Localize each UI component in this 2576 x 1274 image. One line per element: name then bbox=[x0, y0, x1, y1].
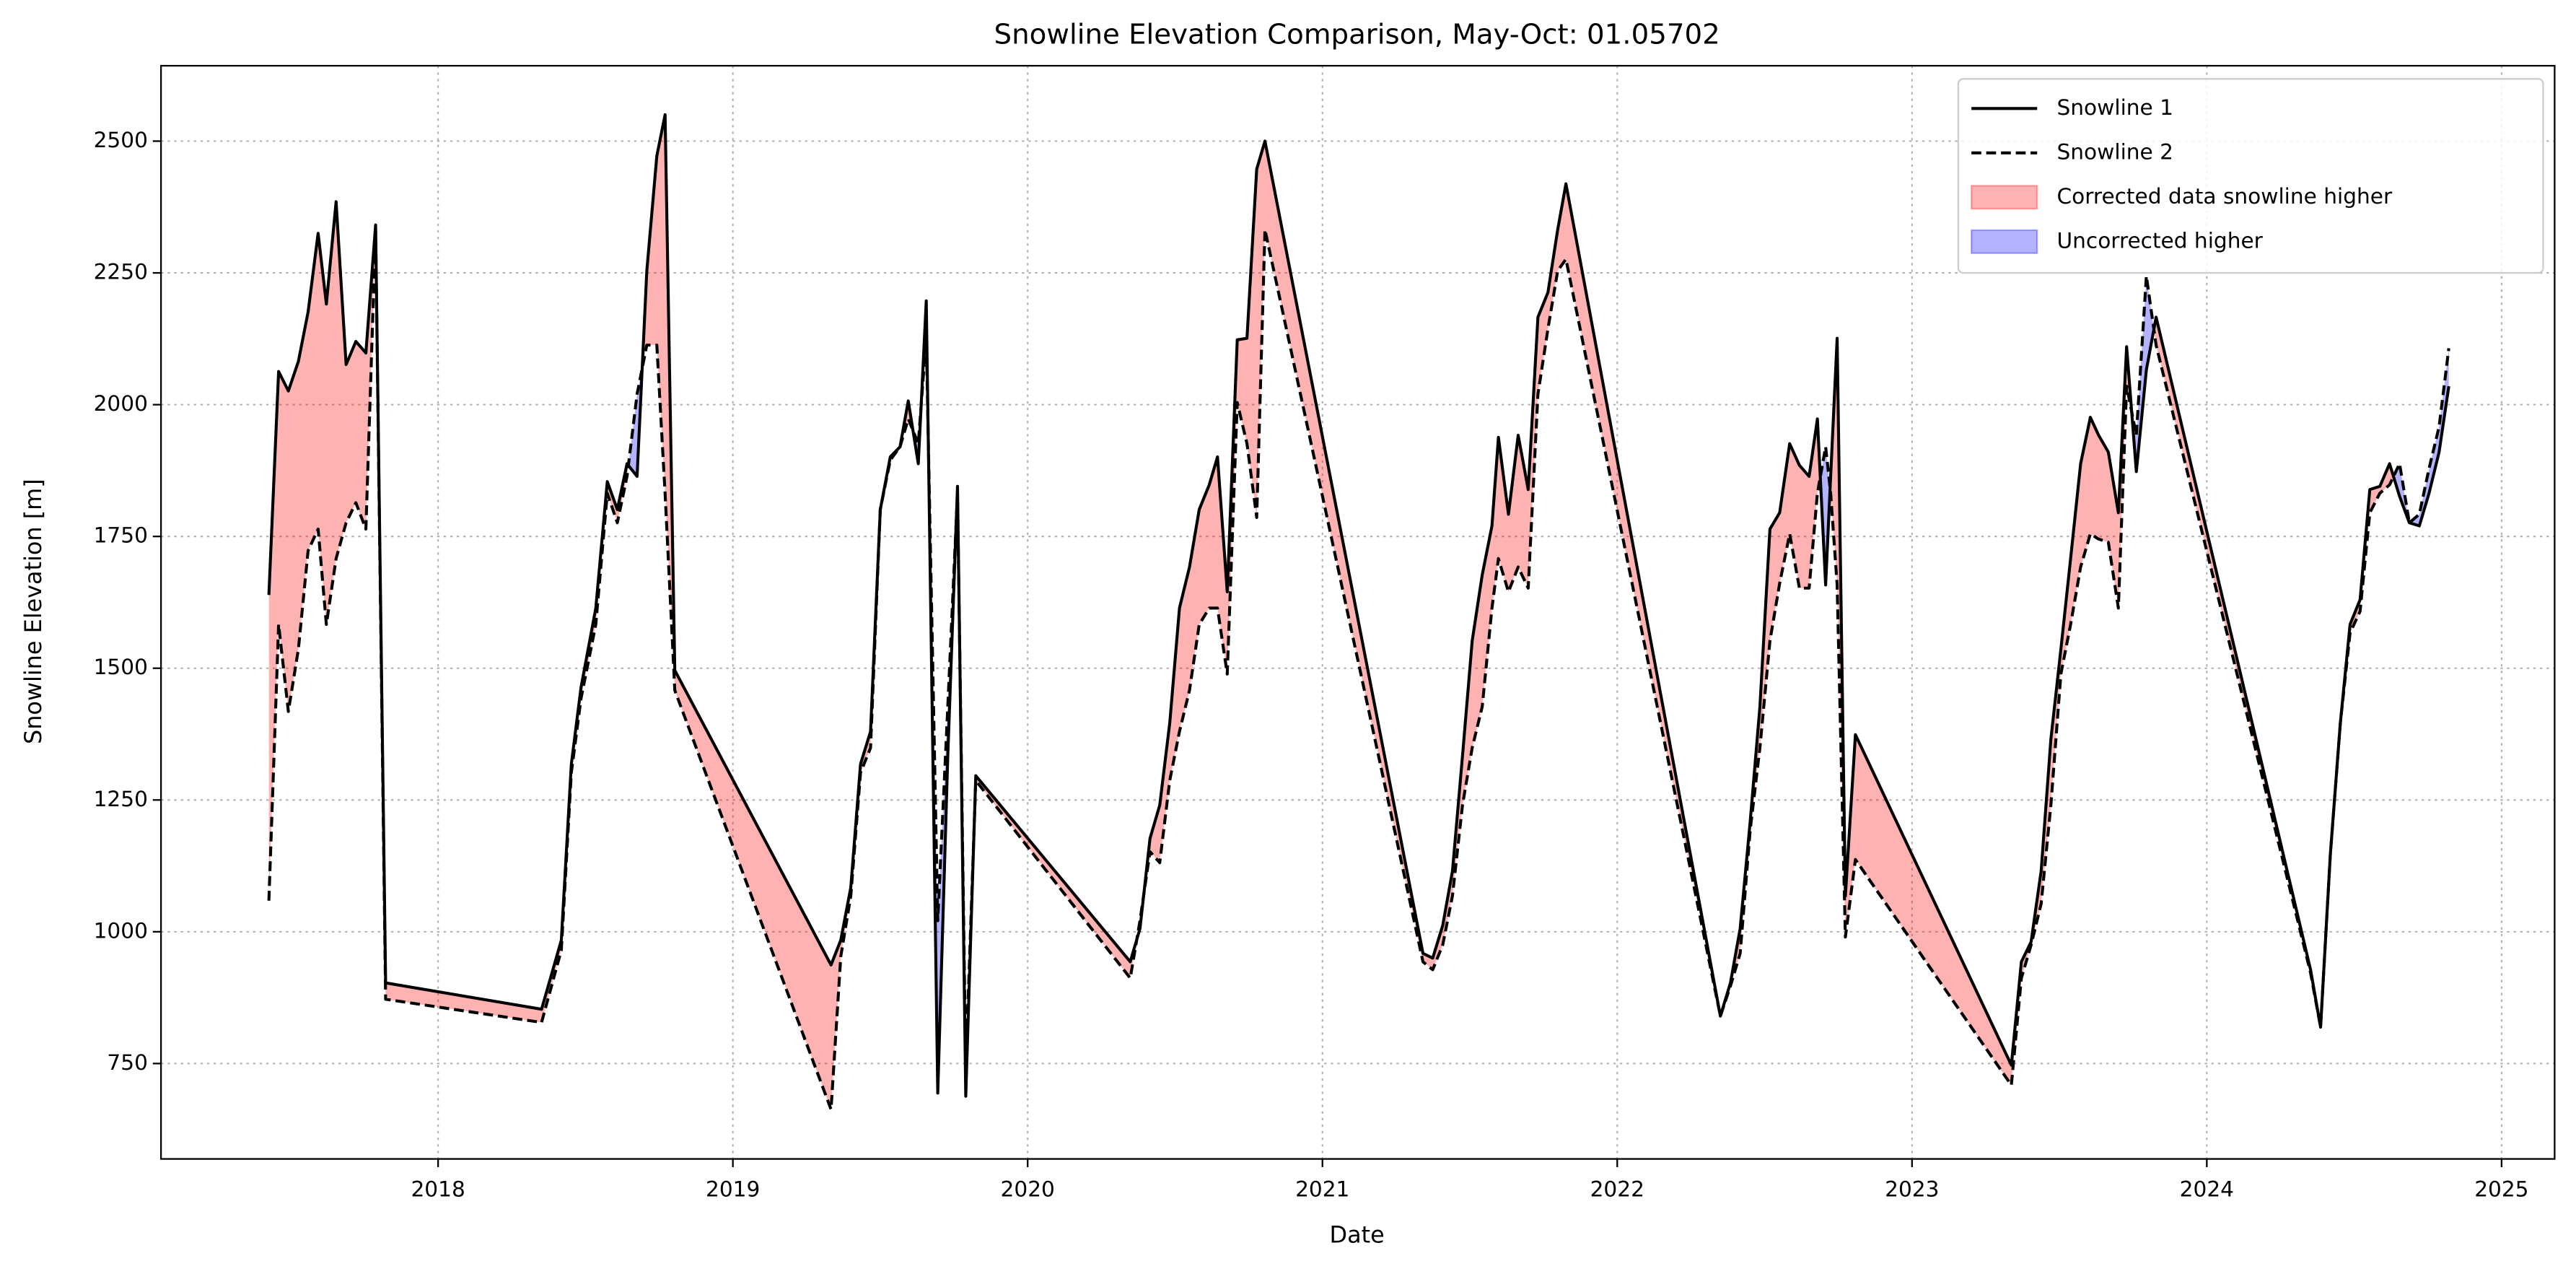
fill-region bbox=[1769, 512, 1780, 641]
fill-region bbox=[2098, 435, 2108, 543]
fill-region bbox=[647, 155, 657, 346]
fill-region bbox=[1779, 443, 1790, 584]
fill-region bbox=[1789, 443, 1800, 588]
fill-region bbox=[1518, 435, 1528, 588]
fill-region bbox=[1179, 567, 1190, 732]
fill-region bbox=[385, 982, 542, 1023]
x-tick-label: 2019 bbox=[706, 1177, 760, 1201]
fill-region bbox=[2070, 463, 2081, 625]
x-tick-label: 2024 bbox=[2180, 1177, 2234, 1201]
fill-region bbox=[2429, 427, 2440, 494]
fill-region bbox=[1472, 575, 1483, 749]
y-tick-label: 1500 bbox=[94, 655, 148, 679]
x-tick-label: 2023 bbox=[1885, 1177, 1939, 1201]
fill-region bbox=[326, 201, 336, 625]
legend: Snowline 1 Snowline 2 Corrected data snowl… bbox=[1957, 78, 2544, 274]
fill-region bbox=[307, 233, 318, 551]
x-tick-label: 2018 bbox=[411, 1177, 465, 1201]
fill-region bbox=[1160, 723, 1170, 863]
legend-swatch bbox=[1971, 229, 2038, 254]
series-line bbox=[267, 113, 2450, 1098]
fill-region bbox=[1557, 183, 1567, 271]
y-tick-label: 1750 bbox=[94, 523, 148, 548]
fill-region bbox=[1498, 437, 1509, 592]
fill-region bbox=[2108, 452, 2119, 608]
fill-region bbox=[1199, 484, 1209, 625]
fill-region bbox=[1149, 805, 1160, 863]
fill-region bbox=[279, 371, 289, 712]
fill-region bbox=[1482, 525, 1492, 707]
y-tick-label: 1250 bbox=[94, 787, 148, 811]
ticks: 2018 2019 2020 2021 2022 2023 2024 2025 750 1000 1… bbox=[94, 128, 2529, 1201]
x-axis-label: Date bbox=[1330, 1221, 1385, 1249]
grid bbox=[161, 66, 2555, 1159]
legend-label: Corrected data snowline higher bbox=[2057, 184, 2393, 209]
fill-region bbox=[675, 670, 831, 1109]
legend-label: Snowline 1 bbox=[2057, 95, 2173, 120]
chart-title: Snowline Elevation Comparison, May-Oct: … bbox=[994, 19, 1720, 51]
fill-region bbox=[2090, 417, 2099, 539]
fill-region bbox=[1508, 435, 1519, 592]
x-tick-label: 2020 bbox=[1001, 1177, 1055, 1201]
y-tick-label: 2000 bbox=[94, 391, 148, 416]
fill-region bbox=[1809, 419, 1818, 588]
y-tick-label: 2500 bbox=[94, 128, 148, 152]
legend-label: Uncorrected higher bbox=[2057, 228, 2264, 253]
x-tick-label: 2021 bbox=[1295, 1177, 1349, 1201]
y-tick-label: 1000 bbox=[94, 918, 148, 943]
legend-swatch bbox=[1971, 185, 2038, 210]
y-tick-label: 2250 bbox=[94, 260, 148, 284]
fill-region bbox=[1855, 734, 2012, 1086]
lines bbox=[267, 113, 2450, 1111]
fill-region bbox=[657, 115, 665, 494]
y-tick-label: 750 bbox=[107, 1050, 147, 1075]
series-line bbox=[267, 228, 2450, 1111]
plot-frame bbox=[159, 64, 2556, 1160]
x-tick-label: 2025 bbox=[2474, 1177, 2528, 1201]
fill-region bbox=[1209, 456, 1218, 608]
fill-region bbox=[1237, 338, 1248, 444]
legend-label: Snowline 2 bbox=[2057, 139, 2173, 164]
fill-region bbox=[336, 201, 346, 559]
fill-region bbox=[356, 341, 367, 529]
x-tick-label: 2022 bbox=[1590, 1177, 1644, 1201]
legend-box bbox=[1957, 78, 2544, 274]
fill-region bbox=[1799, 465, 1810, 588]
y-axis-label: Snowline Elevation [m] bbox=[19, 479, 47, 744]
fill-region bbox=[268, 371, 279, 901]
fill-region bbox=[288, 361, 299, 712]
fill-region bbox=[1247, 169, 1257, 518]
fill-region bbox=[317, 233, 327, 625]
fill-region bbox=[346, 341, 356, 523]
fill-region bbox=[2419, 468, 2430, 526]
